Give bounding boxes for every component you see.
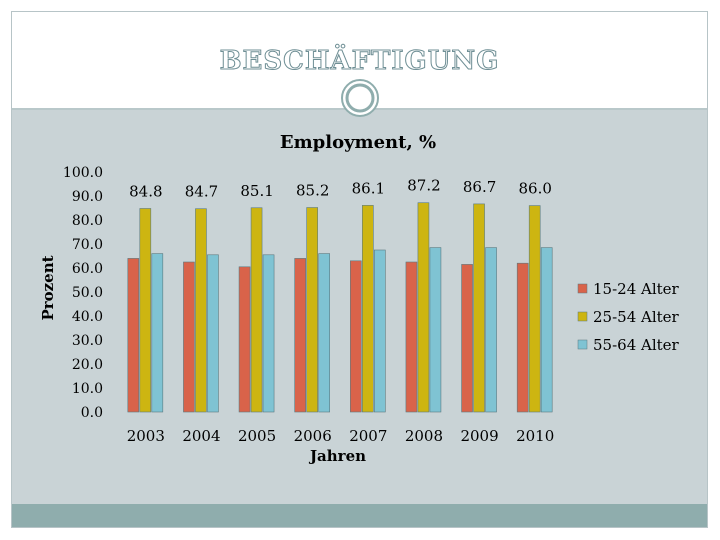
data-label: 85.2 [296,182,329,200]
y-tick-label: 80.0 [72,213,103,229]
x-tick-label: 2003 [127,427,165,445]
data-label: 86.7 [463,178,496,196]
data-label: 86.1 [352,179,385,197]
bars-group [127,202,553,413]
y-tick-label: 90.0 [72,189,103,205]
data-label: 84.7 [185,183,218,201]
x-tick-label: 2008 [405,427,443,445]
bar-55-64-2004 [207,254,219,413]
bar-25-54-2008 [417,202,430,413]
bar-25-54-2005 [250,207,263,413]
data-label: 84.8 [129,182,162,200]
bar-25-54-2006 [306,207,318,413]
bar-15-24-2010 [516,262,529,413]
slide-title: Beschäftigung [219,46,500,77]
data-label: 86.0 [518,180,551,198]
legend-swatch [577,283,588,294]
bar-25-54-2007 [362,205,374,413]
bar-15-24-2005 [238,266,251,413]
x-tick-label: 2010 [516,427,554,445]
data-label: 85.1 [240,182,273,200]
bar-25-54-2004 [195,208,207,413]
bar-25-54-2003 [139,208,152,413]
y-tick-label: 70.0 [72,237,103,253]
bar-55-64-2007 [374,249,386,413]
legend-label: 15-24 Alter [593,280,680,298]
bar-25-54-2010 [528,205,541,413]
legend-swatch [577,311,588,322]
y-tick-label: 0.0 [81,405,103,421]
data-labels-group: 84.8 84.7 85.1 85.2 86.1 87.2 86.7 86.0 [129,177,552,201]
legend: 15-24 Alter 25-54 Alter 55-64 Alter [577,280,680,354]
bar-15-24-2007 [350,260,362,413]
legend-label: 55-64 Alter [593,336,680,354]
bar-25-54-2009 [473,203,485,413]
bar-15-24-2003 [127,258,140,413]
y-tick-label: 10.0 [72,381,103,397]
y-tick-label: 30.0 [72,333,103,349]
x-tick-label: 2004 [182,427,220,445]
x-tick-label: 2005 [238,427,276,445]
bar-15-24-2009 [461,264,473,413]
footer-bar [12,504,707,527]
bar-15-24-2008 [405,261,418,413]
y-axis-label: Prozent [39,255,57,320]
legend-swatch [577,339,588,350]
bar-15-24-2006 [294,258,306,413]
y-axis-ticks: 100.0 90.0 80.0 70.0 60.0 50.0 40.0 30.0 20.0 10.… [63,165,103,421]
y-tick-label: 100.0 [63,165,103,181]
x-axis-label: Jahren [308,447,366,465]
bar-55-64-2006 [318,253,330,413]
bar-15-24-2004 [183,261,195,413]
bar-55-64-2005 [262,254,275,413]
y-tick-label: 60.0 [72,261,103,277]
bar-55-64-2008 [429,247,442,413]
chart-title: Employment, % [280,132,436,153]
x-axis-ticks: 2003 2004 2005 2006 2007 2008 2009 2010 [127,427,555,445]
circle-ornament-icon [341,79,379,117]
x-tick-label: 2009 [460,427,498,445]
y-tick-label: 20.0 [72,357,103,373]
x-tick-label: 2006 [294,427,332,445]
x-tick-label: 2007 [349,427,387,445]
legend-label: 25-54 Alter [593,308,680,326]
bar-55-64-2003 [151,253,164,413]
bar-55-64-2009 [485,247,497,413]
y-tick-label: 50.0 [72,285,103,301]
bar-55-64-2010 [540,247,553,413]
data-label: 87.2 [407,177,440,195]
y-tick-label: 40.0 [72,309,103,325]
